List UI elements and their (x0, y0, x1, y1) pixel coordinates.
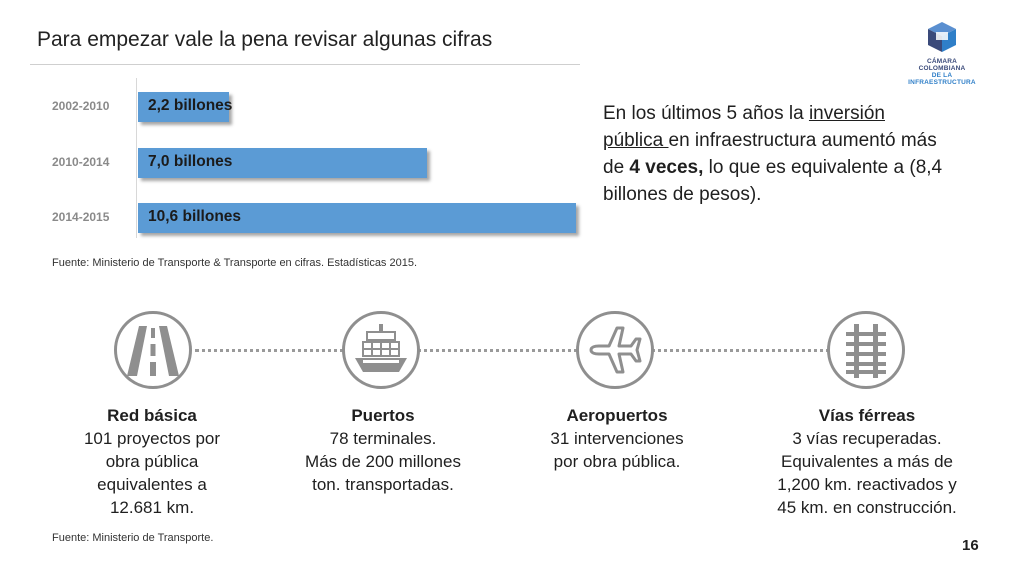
bar-data-label: 2,2 billones (148, 97, 233, 114)
item-line: 12.681 km. (109, 498, 195, 517)
category-label: 2010-2014 (52, 155, 110, 169)
logo-line-1: CÁMARA COLOMBIANA (918, 58, 966, 72)
road-icon (114, 311, 192, 389)
bar-data-label: 10,6 billones (148, 208, 242, 225)
item-line: Equivalentes a más de (781, 452, 953, 471)
item-line: equivalentes a (97, 475, 207, 494)
item-vias-ferreas: Vías férreas 3 vías recuperadas. Equival… (772, 404, 962, 519)
item-line: 78 terminales. (329, 429, 437, 448)
item-line: 1,200 km. reactivados y (777, 475, 957, 494)
source-note-chart: Fuente: Ministerio de Transporte & Trans… (52, 257, 418, 269)
category-label: 2002-2010 (52, 99, 110, 113)
chart-axis (136, 78, 137, 238)
bar (138, 92, 229, 122)
item-line: Más de 200 millones (305, 452, 461, 471)
item-line: 3 vías recuperadas. (792, 429, 942, 448)
summary-bold: 4 veces, (629, 157, 704, 178)
summary-part-1: En los últimos 5 años la (603, 103, 809, 124)
item-line: obra pública (105, 452, 199, 471)
airplane-icon (576, 311, 654, 389)
slide-title: Para empezar vale la pena revisar alguna… (37, 28, 493, 51)
item-title: Red básica (107, 406, 197, 425)
bar-data-label: 7,0 billones (148, 153, 233, 170)
item-line: ton. transportadas. (312, 475, 454, 494)
item-line: 45 km. en construcción. (777, 498, 957, 517)
summary-part-2: en infraestructura aumentó más de (603, 130, 937, 178)
investment-bar-chart: 2002-2010 2,2 billones 2010-2014 7,0 billon… (0, 70, 590, 240)
item-title: Aeropuertos (566, 406, 668, 425)
logo-cube-icon (928, 22, 956, 52)
bar (138, 203, 576, 233)
summary-part-3: lo que es equivalente a (8,4 billones de… (603, 157, 943, 205)
item-aeropuertos: Aeropuertos 31 intervenciones por obra p… (522, 404, 712, 473)
railway-icon (827, 311, 905, 389)
item-puertos: Puertos 78 terminales. Más de 200 millon… (288, 404, 478, 496)
title-divider (30, 64, 580, 65)
item-title: Puertos (351, 406, 415, 425)
summary-underlined: inversión pública (603, 103, 885, 151)
timeline-dotted-line (195, 349, 855, 352)
item-title: Vías férreas (818, 406, 916, 425)
camara-colombiana-logo: CÁMARA COLOMBIANA DE LA INFRAESTRUCTURA (908, 20, 976, 86)
item-line: 31 intervenciones (550, 429, 684, 448)
ship-icon (342, 311, 420, 389)
page-number: 16 (962, 537, 979, 554)
source-note-items: Fuente: Ministerio de Transporte. (52, 532, 214, 544)
category-label: 2014-2015 (52, 210, 110, 224)
item-line: por obra pública. (553, 452, 681, 471)
logo-line-2: DE LA INFRAESTRUCTURA (908, 72, 976, 86)
item-line: 101 proyectos por (83, 429, 221, 448)
investment-summary-text: En los últimos 5 años la inversión públi… (603, 100, 943, 208)
item-red-basica: Red básica 101 proyectos por obra públic… (57, 404, 247, 519)
bar (138, 148, 427, 178)
